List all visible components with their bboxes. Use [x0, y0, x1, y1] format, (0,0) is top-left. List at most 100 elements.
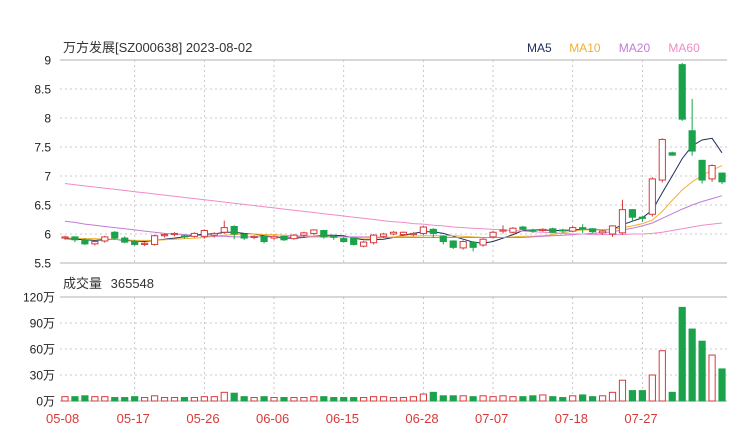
date-tick-label: 05-17: [117, 411, 150, 426]
volume-bar: [389, 397, 398, 402]
candle: [539, 228, 547, 232]
candle-body: [220, 227, 228, 233]
volume-bar: [240, 396, 248, 402]
volume-label: 成交量 365548: [63, 276, 154, 291]
candle-body: [409, 232, 418, 236]
volume-bar: [708, 354, 716, 402]
chart-title: 万方发展[SZ000638] 2023-08-02: [63, 40, 252, 55]
candle-body: [459, 241, 467, 249]
candle: [648, 177, 656, 217]
price-tick-label: 6.5: [34, 199, 51, 213]
candle: [121, 236, 129, 244]
candle-body: [549, 228, 557, 233]
volume-bar: [141, 397, 149, 402]
candle-body: [91, 241, 99, 245]
volume-tick-label: 0万: [36, 395, 55, 409]
volume-bar: [628, 390, 637, 402]
date-tick-label: 06-06: [256, 411, 289, 426]
candle: [280, 235, 288, 241]
candle: [688, 98, 696, 156]
volume-bar: [449, 395, 457, 402]
candle-body: [300, 232, 308, 236]
candle-body: [419, 226, 427, 234]
volume-bar: [698, 340, 706, 402]
volume-bar: [569, 395, 577, 402]
candle: [350, 237, 358, 246]
volume-bar: [598, 395, 607, 402]
volume-bar: [409, 396, 418, 402]
candle: [81, 238, 89, 246]
candle: [708, 164, 716, 182]
candle: [608, 225, 617, 237]
volume-bar: [170, 397, 179, 402]
candle-body: [280, 235, 288, 241]
price-tick-label: 8.5: [34, 83, 51, 97]
candle-body: [608, 225, 617, 235]
volume-bar: [429, 391, 437, 402]
candle-body: [330, 235, 338, 238]
candle: [499, 225, 507, 234]
volume-tick-label: 120万: [23, 291, 55, 305]
price-tick-label: 7.5: [34, 141, 51, 155]
candle-body: [180, 235, 189, 238]
candle-body: [379, 233, 388, 237]
volume-tick-label: 30万: [30, 369, 55, 383]
legend-ma5: MA5: [527, 41, 552, 55]
candle-body: [638, 216, 646, 219]
candle: [190, 232, 198, 238]
candle-body: [150, 235, 159, 245]
candle-body: [658, 138, 666, 181]
candle: [559, 228, 567, 233]
candle: [569, 225, 577, 233]
volume-bar: [150, 395, 159, 402]
candle-body: [479, 238, 487, 246]
candle: [449, 240, 457, 250]
date-tick-label: 05-08: [46, 411, 79, 426]
volume-bar: [379, 396, 388, 402]
volume-bar: [121, 397, 129, 402]
volume-bar: [539, 394, 547, 402]
candle-body: [509, 227, 517, 233]
date-tick-label: 06-28: [405, 411, 438, 426]
volume-bar: [678, 306, 686, 402]
volume-tick-label: 60万: [30, 343, 55, 357]
volume-bar: [618, 379, 627, 402]
candle-body: [449, 240, 457, 248]
candle-body: [340, 238, 348, 243]
candle: [170, 232, 179, 237]
candle: [91, 240, 99, 246]
volume-bar: [688, 328, 696, 402]
candle: [489, 231, 497, 239]
candle: [300, 231, 308, 237]
candle-body: [141, 242, 149, 245]
candle-body: [389, 231, 398, 235]
candle-body: [539, 228, 547, 232]
candle-body: [668, 152, 676, 156]
volume-bar: [101, 396, 109, 402]
volume-bar: [369, 396, 378, 402]
date-tick-label: 07-27: [624, 411, 657, 426]
legend: MA5 MA10 MA20 MA60: [527, 41, 700, 55]
candle-body: [369, 234, 378, 244]
volume-axis: 120万 90万 60万 30万 0万: [23, 291, 55, 409]
volume-grid: [60, 296, 727, 402]
candle-body: [61, 236, 69, 239]
price-axis: 9 8.5 8 7.5 7 6.5 6 5.5: [34, 54, 51, 271]
candle-body: [250, 235, 258, 238]
candle: [658, 138, 666, 183]
volume-bar: [300, 397, 308, 402]
price-tick-label: 8: [44, 112, 51, 126]
candle: [250, 235, 258, 240]
candle-body: [190, 232, 198, 237]
candle: [369, 234, 378, 245]
candle: [409, 232, 418, 237]
volume-bar: [111, 397, 119, 402]
volume-bar: [589, 396, 597, 402]
candle-body: [439, 235, 447, 243]
date-axis: 05-08 05-17 05-26 06-06 06-15 06-28 07-07 07-18…: [46, 411, 658, 426]
legend-ma20: MA20: [619, 41, 651, 55]
price-tick-label: 6: [44, 228, 51, 242]
candle: [360, 240, 368, 248]
candle-body: [210, 232, 218, 236]
candle: [131, 239, 139, 246]
